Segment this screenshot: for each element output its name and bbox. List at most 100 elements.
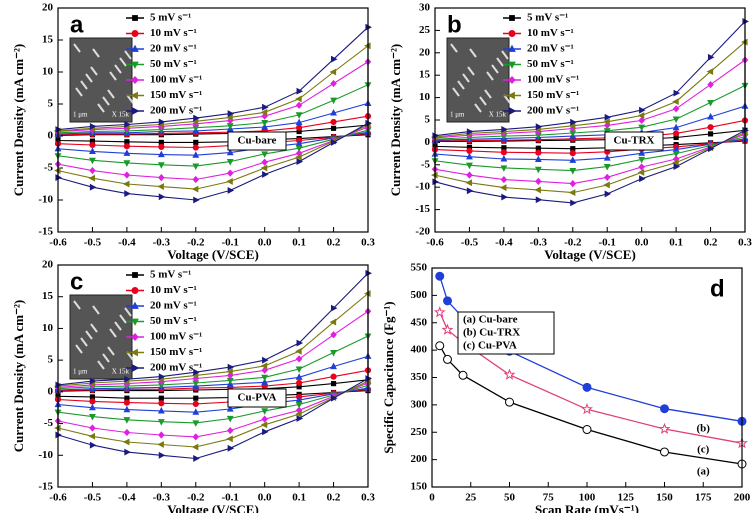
marker [466,162,473,170]
y-tick-label: 5 [48,354,54,366]
marker [132,15,138,21]
marker [508,61,516,69]
marker [604,113,612,121]
marker [296,339,304,347]
inset-texture [126,94,134,104]
marker [707,145,715,153]
marker [569,168,577,175]
x-tick-label: 75 [543,492,555,504]
y-tick-label: 200 [411,453,428,465]
y-tick-label: -10 [38,194,53,206]
marker [660,404,669,414]
y-tick-label: 15 [419,69,431,81]
inset-texture [124,50,132,60]
inset-texture [469,48,477,58]
inset-texture [97,360,105,370]
x-tick-label: 0.3 [738,237,752,249]
y-axis-label: Current Density (mA cm⁻²) [388,44,403,196]
marker [89,122,97,130]
legend-label: 20 mV s⁻¹ [150,43,197,55]
marker [124,121,131,128]
x-tick-label: -0.1 [222,492,239,504]
marker [330,349,337,357]
legend-label: 200 mV s⁻¹ [150,362,202,374]
marker [89,141,96,149]
y-axis-label: Current Density (mA cm⁻²) [11,44,26,196]
marker [296,379,303,387]
marker [569,150,576,157]
legend-label: 200 mV s⁻¹ [150,105,202,117]
legend-box [457,311,555,355]
marker [433,306,446,318]
marker [261,151,269,158]
legend-label: 50 mV s⁻¹ [150,315,197,327]
marker [672,98,679,106]
marker [603,154,611,161]
x-tick-label: 0.0 [258,237,272,249]
y-tick-label: 5 [425,114,431,126]
marker [296,124,303,131]
legend-label: 10 mV s⁻¹ [150,284,197,296]
marker [570,118,577,126]
y-tick-label: -10 [415,181,430,193]
marker [227,186,235,194]
y-tick-label: 550 [411,262,428,274]
marker [330,304,338,312]
inset-texture [501,50,509,60]
marker [131,301,139,309]
inset-texture [97,103,105,113]
marker [660,447,669,457]
marker [639,175,646,183]
inset-mag: X 15k [112,111,130,119]
marker [466,187,474,195]
inset-texture [503,94,511,104]
y-tick-label: 400 [411,344,428,356]
marker [582,425,592,435]
marker [131,30,139,37]
marker [638,156,646,164]
annotation-box [604,131,664,151]
legend-label: 10 mV s⁻¹ [150,27,197,39]
marker [131,61,139,69]
y-tick-label: 15 [42,34,54,46]
y-tick-label: 300 [411,398,428,410]
plot-frame [434,7,746,233]
x-tick-label: -0.1 [222,237,239,249]
x-tick-label: 150 [656,492,673,504]
legend-label: 100 mV s⁻¹ [527,74,579,86]
y-tick-label: 250 [411,426,428,438]
marker [261,119,269,127]
marker [226,178,233,185]
marker [157,419,165,426]
marker [124,375,131,383]
marker [330,362,337,370]
x-tick-label: -0.4 [118,237,136,249]
inset-texture [467,66,475,76]
annotation-box [227,131,287,151]
marker [707,81,714,89]
legend-label: 5 mV s⁻¹ [150,269,191,281]
marker [500,165,508,172]
x-tick-label: -0.2 [187,237,205,249]
annotation: Cu-bare [238,135,277,147]
panel-letter: b [447,11,462,38]
marker [296,87,304,95]
legend-label: 200 mV s⁻¹ [527,105,579,117]
marker [707,112,714,120]
x-axis-label: Voltage (V/SCE) [167,502,259,513]
marker [262,428,269,436]
marker [329,318,337,326]
marker [500,149,507,156]
marker [466,171,473,179]
y-tick-label: 20 [42,2,54,14]
marker [295,153,302,161]
marker [673,89,681,97]
marker [193,196,200,204]
x-tick-label: -0.6 [426,237,444,249]
marker [330,373,337,380]
marker [123,428,131,437]
inset-texture [107,346,115,356]
y-tick-label: 350 [411,371,428,383]
marker [707,131,714,137]
